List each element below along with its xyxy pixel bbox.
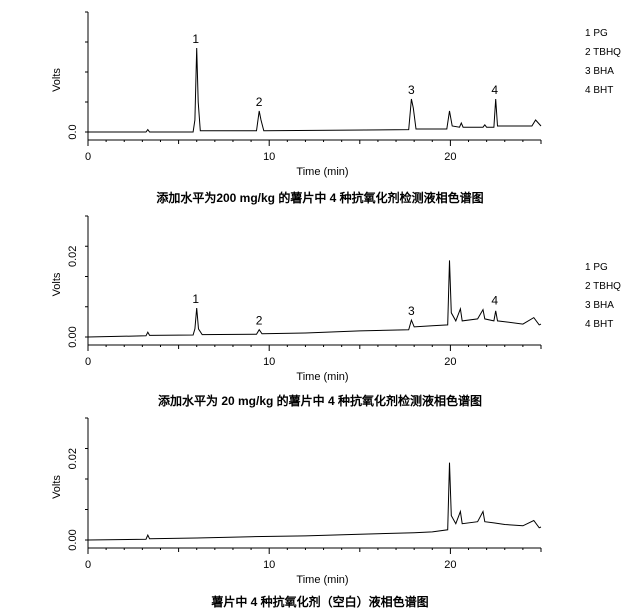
peak-label-3: 3 [408,83,415,97]
series-line-1 [88,47,542,133]
peak-label-1: 1 [192,292,199,306]
legend-entry: 3 BHA [585,66,614,77]
x-tick-label: 20 [444,151,456,163]
peak-label-1: 1 [192,32,199,46]
y-axis-label: Volts [51,272,63,296]
chart-caption-2: 添加水平为 20 mg/kg 的薯片中 4 种抗氧化剂检测液相色谱图 [158,393,482,408]
series-line-3 [87,462,542,541]
x-tick-label: 0 [85,559,91,571]
x-tick-label: 0 [85,356,91,368]
series-line-2 [87,260,542,338]
x-axis-label: Time (min) [296,166,348,178]
peak-label-3: 3 [408,304,415,318]
legend-entry: 1 PG [585,28,608,39]
peak-label-2: 2 [256,95,263,109]
x-tick-label: 10 [263,559,275,571]
y-tick-label: 0.02 [67,246,79,267]
x-tick-label: 10 [263,151,275,163]
chart-caption-1: 添加水平为200 mg/kg 的薯片中 4 种抗氧化剂检测液相色谱图 [156,190,483,205]
x-tick-label: 0 [85,151,91,163]
legend-entry: 1 PG [585,262,608,273]
y-tick-label: 0.00 [67,529,79,550]
x-tick-label: 20 [444,356,456,368]
peak-label-4: 4 [491,83,498,97]
legend-entry: 2 TBHQ [585,281,621,292]
y-axis-label: Volts [51,475,63,499]
y-tick-label: 0.02 [67,448,79,469]
x-axis-label: Time (min) [296,574,348,586]
y-tick-label: 0.0 [67,124,79,139]
legend-entry: 4 BHT [585,85,613,96]
x-tick-label: 10 [263,356,275,368]
peak-label-2: 2 [256,314,263,328]
peak-label-4: 4 [491,294,498,308]
legend-entry: 4 BHT [585,319,613,330]
chart-caption-3: 薯片中 4 种抗氧化剂（空白）液相色谱图 [210,594,428,609]
x-axis-label: Time (min) [296,371,348,383]
x-tick-label: 20 [444,559,456,571]
y-axis-label: Volts [51,68,63,92]
y-tick-label: 0.00 [67,326,79,347]
legend-entry: 3 BHA [585,300,614,311]
legend-entry: 2 TBHQ [585,47,621,58]
